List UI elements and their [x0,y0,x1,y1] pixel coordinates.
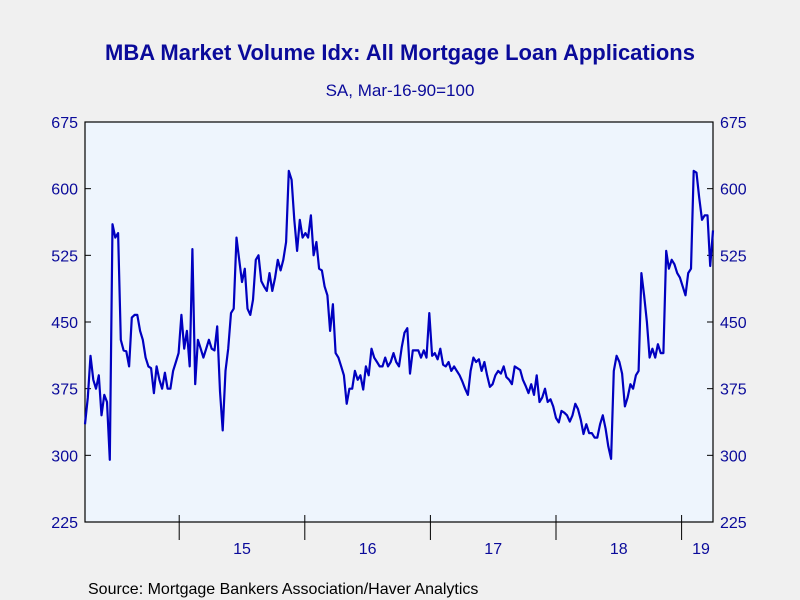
chart-title: MBA Market Volume Idx: All Mortgage Loan… [105,40,695,65]
series-line [83,169,715,461]
y-tick-label-right: 675 [720,115,747,132]
x-tick-label: 19 [692,541,710,558]
x-tick-label: 17 [484,541,502,558]
x-tick-label: 16 [359,541,377,558]
y-tick-label-left: 375 [51,382,78,399]
y-tick-label-left: 300 [51,448,78,465]
x-tick-label: 15 [233,541,251,558]
y-tick-label-left: 675 [51,115,78,132]
y-tick-label-right: 525 [720,248,747,265]
chart-subtitle: SA, Mar-16-90=100 [326,81,475,100]
y-tick-label-right: 450 [720,315,747,332]
y-tick-label-left: 600 [51,182,78,199]
y-tick-label-left: 225 [51,515,78,532]
x-tick-label: 18 [610,541,628,558]
plot-area [84,121,714,523]
y-tick-label-left: 450 [51,315,78,332]
y-tick-label-right: 225 [720,515,747,532]
chart-source: Source: Mortgage Bankers Association/Hav… [88,581,478,598]
axes-layer: 225 225 300 300 375 375 450 450 525 525 600 600 675 6… [51,115,747,558]
y-tick-label-right: 375 [720,382,747,399]
y-tick-label-left: 525 [51,248,78,265]
y-tick-label-right: 300 [720,448,747,465]
y-tick-label-right: 600 [720,182,747,199]
series-layer [83,169,715,461]
